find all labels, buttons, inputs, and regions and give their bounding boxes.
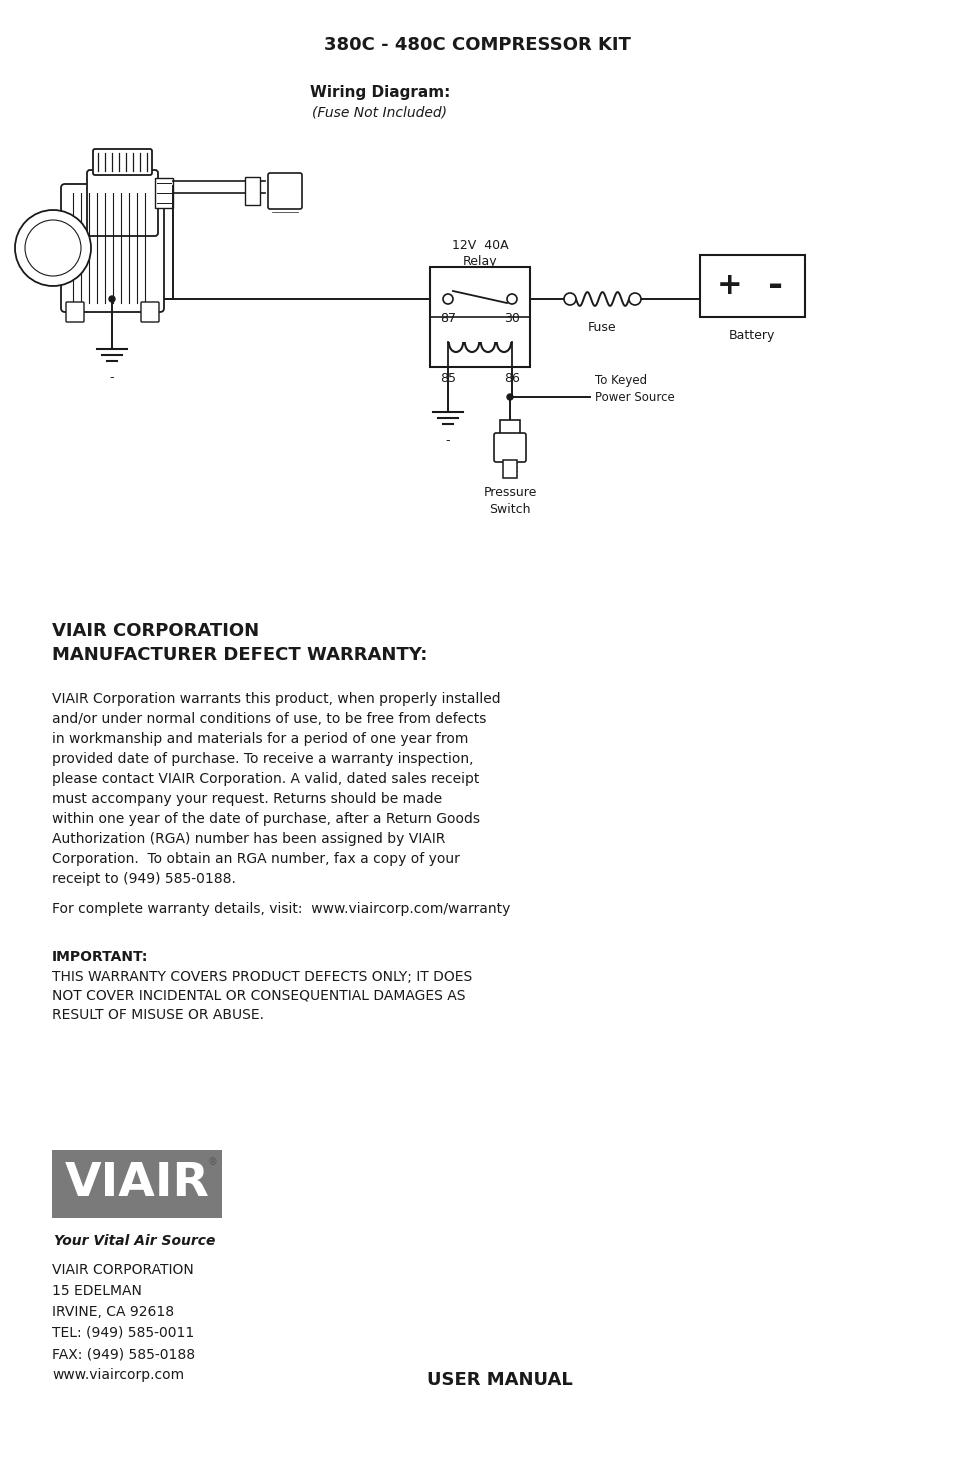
Circle shape: [109, 296, 115, 302]
Text: (Fuse Not Included): (Fuse Not Included): [313, 106, 447, 119]
Text: IRVINE, CA 92618: IRVINE, CA 92618: [52, 1305, 174, 1319]
Text: VIAIR CORPORATION: VIAIR CORPORATION: [52, 622, 259, 640]
Text: For complete warranty details, visit:  www.viaircorp.com/warranty: For complete warranty details, visit: ww…: [52, 903, 510, 916]
FancyBboxPatch shape: [494, 434, 525, 462]
Bar: [245, 177, 260, 205]
Circle shape: [25, 220, 81, 276]
Text: -: -: [445, 434, 450, 447]
FancyBboxPatch shape: [87, 170, 158, 236]
Text: Battery: Battery: [728, 329, 775, 342]
Text: Your Vital Air Source: Your Vital Air Source: [54, 1235, 215, 1248]
Circle shape: [628, 294, 640, 305]
Text: Fuse: Fuse: [587, 322, 616, 333]
Circle shape: [506, 294, 517, 304]
Circle shape: [506, 394, 513, 400]
Text: To Keyed
Power Source: To Keyed Power Source: [595, 375, 674, 404]
Text: 380C - 480C COMPRESSOR KIT: 380C - 480C COMPRESSOR KIT: [323, 35, 630, 55]
Text: 86: 86: [503, 372, 519, 385]
Text: -: -: [110, 372, 114, 384]
FancyBboxPatch shape: [61, 184, 164, 313]
Bar: [700, 255, 804, 317]
FancyBboxPatch shape: [92, 149, 152, 176]
Text: Pressure
Switch: Pressure Switch: [483, 485, 537, 516]
FancyBboxPatch shape: [66, 302, 84, 322]
Text: 30: 30: [503, 313, 519, 324]
Text: www.viaircorp.com: www.viaircorp.com: [52, 1367, 184, 1382]
Text: 87: 87: [439, 313, 456, 324]
Bar: [154, 178, 172, 208]
Circle shape: [563, 294, 576, 305]
Text: Wiring Diagram:: Wiring Diagram:: [310, 84, 450, 99]
Bar: [52, 1150, 222, 1218]
Text: VIAIR Corporation warrants this product, when properly installed
and/or under no: VIAIR Corporation warrants this product,…: [52, 692, 500, 886]
FancyBboxPatch shape: [268, 173, 302, 209]
Text: FAX: (949) 585-0188: FAX: (949) 585-0188: [52, 1347, 195, 1361]
Text: ®: ®: [207, 1156, 216, 1167]
Text: IMPORTANT:: IMPORTANT:: [52, 950, 149, 965]
Bar: [430, 267, 530, 367]
Text: 85: 85: [439, 372, 456, 385]
Text: THIS WARRANTY COVERS PRODUCT DEFECTS ONLY; IT DOES
NOT COVER INCIDENTAL OR CONSE: THIS WARRANTY COVERS PRODUCT DEFECTS ONL…: [52, 971, 472, 1022]
Text: 12V  40A
Relay: 12V 40A Relay: [451, 239, 508, 268]
Text: MANUFACTURER DEFECT WARRANTY:: MANUFACTURER DEFECT WARRANTY:: [52, 646, 427, 664]
Bar: [499, 420, 519, 435]
Text: TEL: (949) 585-0011: TEL: (949) 585-0011: [52, 1326, 194, 1339]
Bar: [502, 460, 517, 478]
Circle shape: [442, 294, 453, 304]
Text: USER MANUAL: USER MANUAL: [427, 1370, 572, 1389]
FancyBboxPatch shape: [141, 302, 159, 322]
Text: +: +: [716, 271, 741, 301]
Text: VIAIR: VIAIR: [65, 1161, 210, 1207]
Circle shape: [15, 209, 91, 286]
Text: VIAIR CORPORATION: VIAIR CORPORATION: [52, 1263, 193, 1277]
Text: -: -: [767, 268, 782, 302]
Text: 15 EDELMAN: 15 EDELMAN: [52, 1285, 142, 1298]
